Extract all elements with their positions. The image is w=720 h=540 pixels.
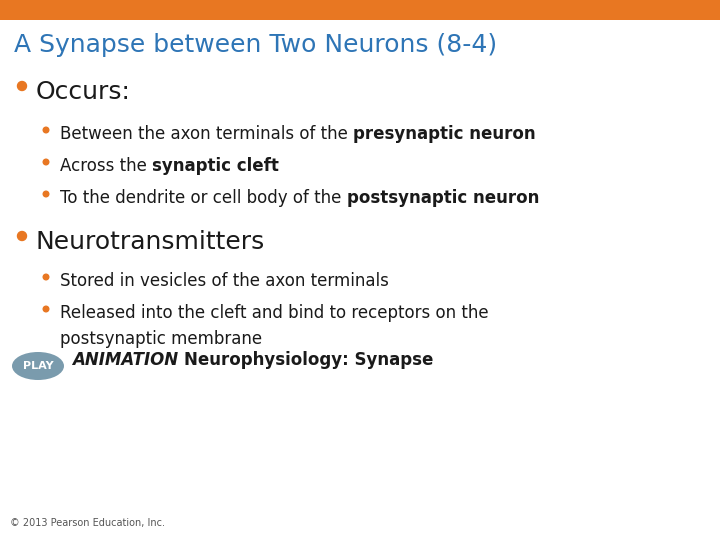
Circle shape — [43, 306, 49, 312]
Text: Between the axon terminals of the: Between the axon terminals of the — [60, 125, 353, 143]
Text: To the dendrite or cell body of the: To the dendrite or cell body of the — [60, 189, 346, 207]
Circle shape — [17, 232, 27, 240]
Text: ANIMATION: ANIMATION — [72, 351, 184, 369]
Text: Released into the cleft and bind to receptors on the: Released into the cleft and bind to rece… — [60, 304, 489, 322]
Text: © 2013 Pearson Education, Inc.: © 2013 Pearson Education, Inc. — [10, 518, 165, 528]
Text: presynaptic neuron: presynaptic neuron — [353, 125, 536, 143]
Circle shape — [43, 127, 49, 133]
Text: PLAY: PLAY — [23, 361, 53, 371]
Ellipse shape — [12, 352, 64, 380]
Text: Across the: Across the — [60, 157, 152, 175]
Text: Stored in vesicles of the axon terminals: Stored in vesicles of the axon terminals — [60, 272, 389, 290]
Text: Neurotransmitters: Neurotransmitters — [36, 230, 265, 254]
Text: postsynaptic membrane: postsynaptic membrane — [60, 330, 262, 348]
Circle shape — [43, 274, 49, 280]
Text: Neurophysiology: Synapse: Neurophysiology: Synapse — [184, 351, 433, 369]
Text: Occurs:: Occurs: — [36, 80, 131, 104]
FancyBboxPatch shape — [0, 0, 720, 20]
Text: A Synapse between Two Neurons (8-4): A Synapse between Two Neurons (8-4) — [14, 33, 497, 57]
Circle shape — [17, 82, 27, 91]
Text: synaptic cleft: synaptic cleft — [152, 157, 279, 175]
Circle shape — [43, 191, 49, 197]
Circle shape — [43, 159, 49, 165]
Text: postsynaptic neuron: postsynaptic neuron — [346, 189, 539, 207]
